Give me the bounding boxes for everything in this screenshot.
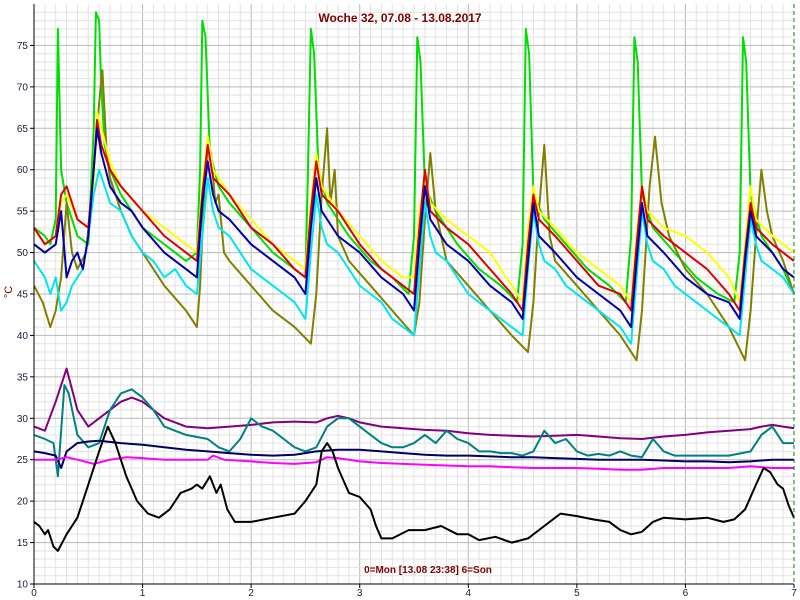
y-tick-label: 40 [17, 331, 29, 342]
series-line-3 [33, 119, 795, 312]
x-tick-label: 1 [140, 588, 146, 599]
y-tick-label: 20 [17, 497, 29, 508]
y-tick-label: 30 [17, 414, 29, 425]
y-tick-label: 15 [17, 538, 29, 549]
series-line-8 [33, 439, 794, 469]
y-tick-label: 70 [17, 82, 29, 93]
y-tick-label: 75 [17, 41, 29, 52]
y-tick-label: 65 [17, 124, 29, 135]
x-tick-label: 2 [248, 588, 254, 599]
series-group [33, 11, 795, 552]
y-tick-label: 50 [17, 248, 29, 259]
grid-lines [34, 4, 794, 584]
series-line-6 [33, 367, 795, 440]
series-line-4 [33, 168, 795, 345]
y-tick-label: 35 [17, 372, 29, 383]
y-tick-label: 60 [17, 165, 29, 176]
series-line-9 [34, 454, 794, 471]
x-tick-label: 7 [791, 588, 797, 599]
y-tick-label: 10 [17, 580, 29, 591]
chart-title: Woche 32, 07.08 - 13.08.2017 [318, 11, 482, 25]
y-axis-label: °C [3, 286, 15, 298]
x-tick-label: 4 [466, 588, 472, 599]
series-line-1 [33, 69, 795, 362]
y-tick-label: 55 [17, 207, 29, 218]
y-tick-label: 45 [17, 290, 29, 301]
x-axis-caption: 0=Mon [13.08 23:38] 6=Son [364, 565, 492, 576]
x-tick-label: 0 [31, 588, 37, 599]
series-line-2 [33, 110, 795, 304]
y-tick-label: 25 [17, 455, 29, 466]
series-line-7 [33, 384, 794, 478]
x-tick-label: 3 [357, 588, 363, 599]
series-line-5 [33, 127, 795, 329]
x-tick-label: 6 [683, 588, 689, 599]
series-line-10 [33, 425, 795, 552]
x-tick-label: 5 [574, 588, 580, 599]
